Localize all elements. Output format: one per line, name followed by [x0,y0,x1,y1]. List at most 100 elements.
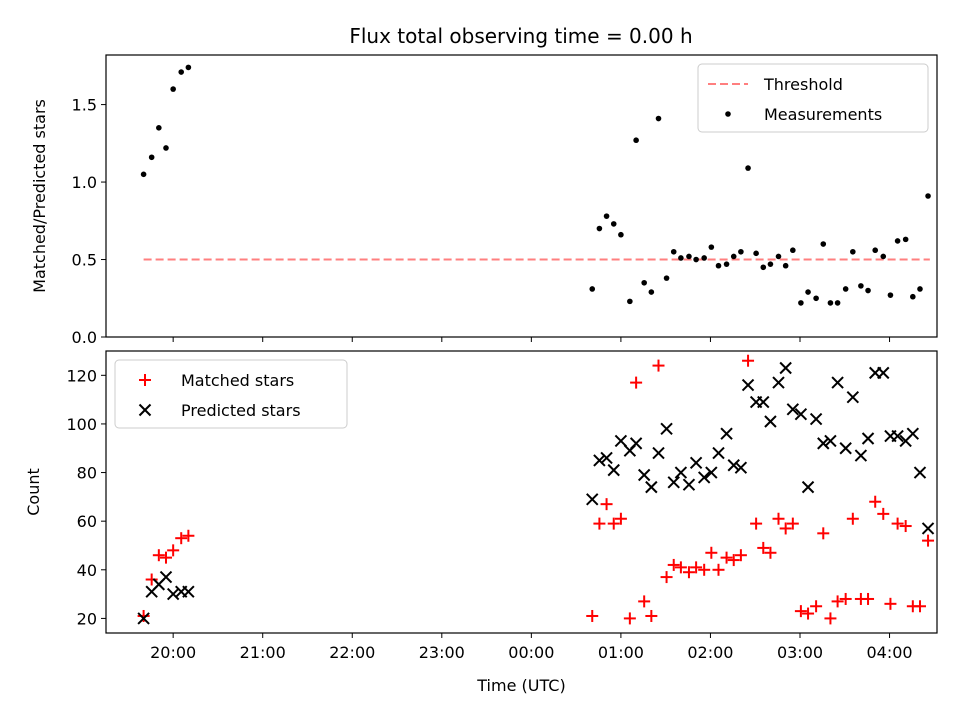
count-panel: 20 40 60 80 100 120 20:00 21:00 22:00 23:00 00:00 0… [24,350,938,695]
data-point [603,213,610,219]
data-point [842,286,849,292]
data-point [152,549,165,562]
data-point [764,415,777,428]
data-point [137,612,150,625]
data-point [682,566,695,579]
data-point [917,286,923,292]
legend-frame [114,359,348,429]
data-point [891,517,904,530]
data-point [839,442,852,455]
y-tick-label: 100 [66,415,97,434]
data-point [163,145,169,151]
data-point [910,293,916,300]
data-point [586,609,599,622]
ratio-panel: 0.0 0.5 1.0 1.5 Matched/Predicted stars Thres… [30,54,938,347]
data-point [764,546,777,559]
data-point [925,193,931,199]
data-point [633,137,639,144]
data-point [627,298,633,305]
data-point [727,459,740,472]
data-point [869,495,882,508]
data-point [884,597,897,610]
data-point [670,248,677,255]
data-point [178,69,185,75]
data-point [757,395,770,409]
data-point [727,554,740,567]
x-tick-label: 02:00 [687,643,733,662]
data-point [156,125,162,131]
data-point [824,612,837,625]
data-point [593,517,606,530]
data-point [170,86,176,92]
x-tick-label: 04:00 [866,643,912,662]
data-point [660,422,673,436]
data-point [686,253,692,260]
legend: Threshold Measurements [697,63,929,133]
x-tick-label: 03:00 [777,643,823,662]
data-point [742,354,755,367]
y-tick-label: 120 [66,366,97,385]
data-point [667,476,680,489]
data-point [782,262,789,269]
data-point [824,434,837,448]
data-point [674,561,687,574]
data-point [865,287,871,294]
data-point [790,247,796,254]
data-point [682,478,696,491]
data-point [638,595,651,608]
data-point [805,289,811,295]
data-point [738,248,744,255]
data-point [674,466,688,479]
data-point [159,570,173,584]
data-point [596,225,603,232]
y-tick-label: 1.5 [72,96,97,115]
data-point [648,289,655,295]
data-point [794,605,807,618]
data-point [607,463,620,477]
data-point [831,376,844,389]
data-point [705,546,718,559]
data-point [720,551,733,564]
data-point [810,600,823,613]
data-point [801,480,815,494]
data-point [846,390,860,404]
data-point [723,261,730,267]
data-point [779,522,792,535]
data-point [712,446,725,460]
data-point [891,429,904,443]
data-point [861,432,875,445]
data-point [734,461,748,474]
data-point [645,480,658,494]
data-point [877,366,890,380]
y-tick-label: 60 [77,512,97,531]
data-point [629,437,643,450]
data-point [858,283,864,289]
data-point [715,262,722,269]
x-tick-label: 21:00 [240,643,286,662]
data-point [166,587,180,601]
y-tick-label: 1.0 [72,173,97,192]
data-point [913,466,927,479]
x-tick-label: 22:00 [329,643,375,662]
data-point [820,241,827,247]
data-point [701,255,707,261]
data-point [175,532,188,545]
x-axis-label: Time (UTC) [476,676,565,695]
data-point [586,493,599,506]
data-point [741,378,755,392]
series-predicted-stars [137,361,935,625]
series-matched-stars [137,354,935,625]
data-point [745,165,751,171]
data-point [850,248,856,255]
data-point [697,471,711,484]
data-point [145,573,158,586]
data-point [148,154,155,161]
data-point [802,607,815,620]
data-point [637,468,651,482]
y-axis-label: Count [24,468,43,516]
data-point [831,595,844,608]
data-point [690,561,703,574]
data-point [786,517,799,530]
data-point [730,253,737,260]
